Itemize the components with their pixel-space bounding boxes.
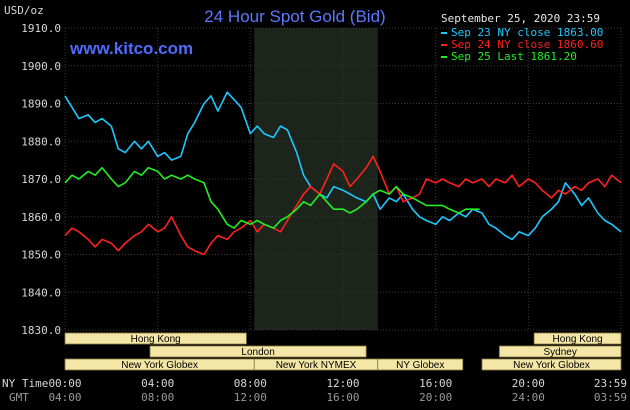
x-tick-label-gmt: 12:00: [234, 391, 267, 404]
x-tick-label-ny: 23:59: [594, 377, 627, 390]
market-session-bar: [64, 332, 247, 345]
market-session-label: Sydney: [544, 347, 577, 358]
market-session-bar: [498, 345, 622, 358]
market-sessions: Hong Kong Hong Kong London Sydney New York G…: [64, 332, 622, 371]
chart-title: 24 Hour Spot Gold (Bid): [204, 7, 385, 26]
y-tick-label: 1880.0: [21, 135, 61, 148]
legend-entry: Sep 23 NY close 1863.00: [451, 26, 603, 39]
x-tick-label-gmt: 04:00: [48, 391, 81, 404]
legend-entry: Sep 25 Last 1861.20: [451, 50, 577, 63]
x-tick-label-gmt: 16:00: [326, 391, 359, 404]
market-session-label: New York NYMEX: [276, 360, 357, 371]
y-tick-label: 1840.0: [21, 286, 61, 299]
x-tick-label-gmt: 03:59: [594, 391, 627, 404]
axis-labels: 1830.0 1840.0 1850.0 1860.0 1870.0 1880.0 1890…: [21, 22, 627, 404]
date-label: September 25, 2020 23:59: [441, 12, 600, 25]
series-line-2: [64, 155, 622, 256]
x-tick-label-ny: 04:00: [141, 377, 174, 390]
x-tick-label-ny: 20:00: [512, 377, 545, 390]
market-session-label: NY Globex: [396, 360, 444, 371]
ny-time-label: NY Time: [2, 377, 48, 390]
gmt-label: GMT: [9, 391, 29, 404]
x-tick-label-ny: 00:00: [48, 377, 81, 390]
y-unit-label: USD/oz: [4, 4, 44, 17]
market-session-bar: [481, 358, 622, 371]
website-label: www.kitco.com: [69, 39, 193, 58]
x-tick-label-ny: 08:00: [234, 377, 267, 390]
y-tick-label: 1910.0: [21, 22, 61, 35]
y-tick-label: 1830.0: [21, 324, 61, 337]
x-tick-label-ny: 16:00: [419, 377, 452, 390]
market-session-label: New York Globex: [121, 360, 198, 371]
series-lines: [64, 91, 622, 256]
x-tick-label-gmt: 20:00: [419, 391, 452, 404]
y-tick-label: 1900.0: [21, 60, 61, 73]
x-tick-label-ny: 12:00: [326, 377, 359, 390]
y-tick-label: 1870.0: [21, 173, 61, 186]
y-tick-label: 1890.0: [21, 98, 61, 111]
market-session-bar: [377, 358, 464, 371]
market-session-bar: [149, 345, 367, 358]
series-line-1: [64, 91, 622, 241]
legend-entry: Sep 24 NY close 1860.60: [451, 38, 603, 51]
market-session-bar: [533, 332, 622, 345]
x-tick-label-gmt: 24:00: [512, 391, 545, 404]
series-line-3: [64, 166, 480, 229]
market-session-label: Hong Kong: [553, 334, 603, 345]
y-tick-label: 1850.0: [21, 249, 61, 262]
y-tick-label: 1860.0: [21, 211, 61, 224]
x-tick-label-gmt: 08:00: [141, 391, 174, 404]
market-session-label: London: [241, 347, 274, 358]
market-session-label: New York Globex: [513, 360, 590, 371]
market-session-label: Hong Kong: [131, 334, 181, 345]
